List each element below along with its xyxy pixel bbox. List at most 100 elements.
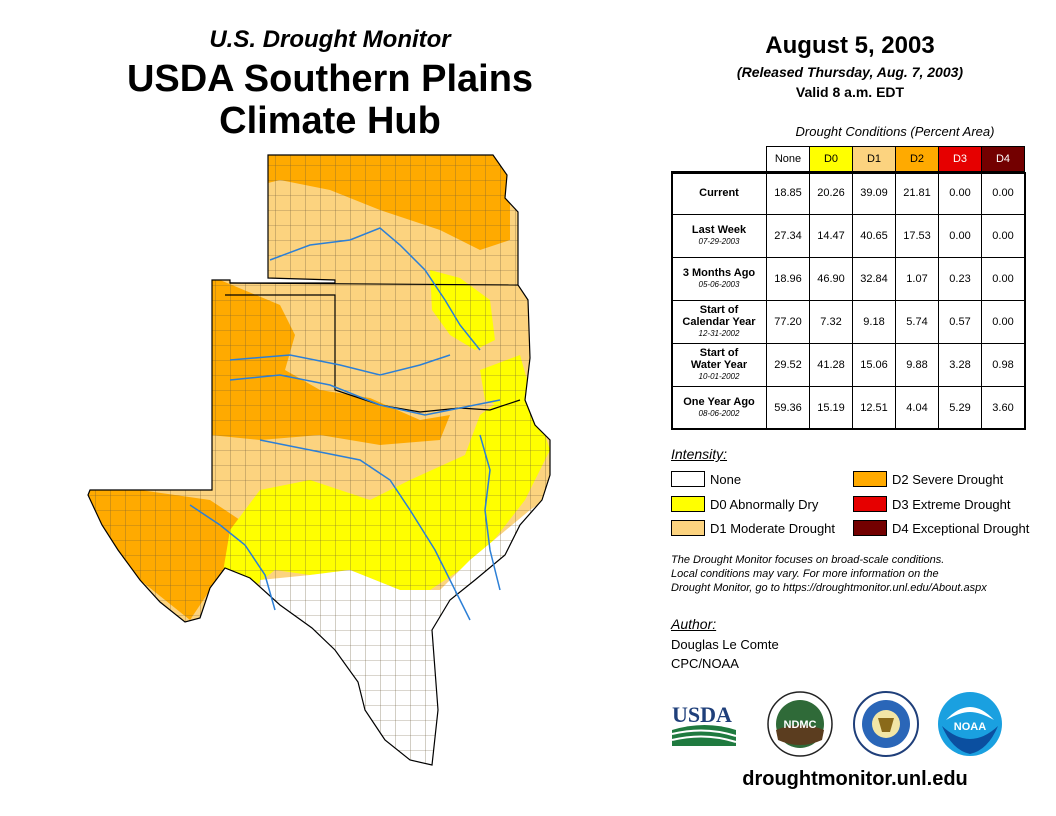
table-cell: 17.53 bbox=[895, 214, 939, 258]
legend-swatch bbox=[671, 520, 705, 536]
legend-item-d3: D3 Extreme Drought bbox=[853, 496, 1011, 512]
table-cell: 41.28 bbox=[809, 343, 853, 387]
table-cell: 0.00 bbox=[938, 171, 982, 215]
table-cell: 4.04 bbox=[895, 386, 939, 430]
date-block: August 5, 2003 (Released Thursday, Aug. … bbox=[690, 32, 1010, 100]
table-cell: 0.98 bbox=[981, 343, 1025, 387]
row-label: Start of Water Year 10-01-2002 bbox=[671, 343, 767, 387]
col-header-d3: D3 bbox=[938, 146, 982, 172]
col-header-none: None bbox=[766, 146, 810, 172]
author-name: Douglas Le Comte bbox=[671, 637, 779, 652]
author-label: Author: bbox=[671, 616, 717, 632]
row-label-date: 05-06-2003 bbox=[698, 280, 740, 289]
table-row: Last Week 07-29-2003 27.34 14.47 40.65 17… bbox=[671, 214, 1025, 258]
table-cell: 39.09 bbox=[852, 171, 896, 215]
legend-swatch bbox=[671, 496, 705, 512]
row-label-text: 3 Months Ago bbox=[682, 267, 756, 279]
site-url[interactable]: droughtmonitor.unl.edu bbox=[742, 768, 968, 790]
row-label-text: Start of Calendar Year bbox=[682, 304, 756, 328]
table-cell: 5.74 bbox=[895, 300, 939, 344]
table-row: Start of Calendar Year 12-31-2002 77.20 7.… bbox=[671, 300, 1025, 344]
col-header-d2: D2 bbox=[895, 146, 939, 172]
table-cell: 15.06 bbox=[852, 343, 896, 387]
table-cell: 14.47 bbox=[809, 214, 853, 258]
legend-swatch bbox=[671, 471, 705, 487]
row-label: 3 Months Ago 05-06-2003 bbox=[671, 257, 767, 301]
valid-time: Valid 8 a.m. EDT bbox=[795, 84, 905, 100]
table-cell: 40.65 bbox=[852, 214, 896, 258]
map-title-block: U.S. Drought Monitor USDA Southern Plain… bbox=[60, 26, 600, 142]
table-row: 3 Months Ago 05-06-2003 18.96 46.90 32.84… bbox=[671, 257, 1025, 301]
map-date: August 5, 2003 bbox=[765, 32, 935, 59]
table-cell: 27.34 bbox=[766, 214, 810, 258]
region-outline bbox=[87, 154, 551, 766]
table-cell: 0.00 bbox=[981, 214, 1025, 258]
oklahoma-texas-border bbox=[225, 294, 521, 413]
drought-conditions-table: None D0 D1 D2 D3 D4 Current 18.85 20.26 … bbox=[671, 146, 1025, 430]
row-label-date: 12-31-2002 bbox=[698, 329, 740, 338]
row-label: One Year Ago 08-06-2002 bbox=[671, 386, 767, 430]
ndmc-logo-text: NDMC bbox=[784, 719, 817, 731]
partner-logos: USDA NDMC NOAA bbox=[671, 691, 1002, 757]
legend-label: D4 Exceptional Drought bbox=[892, 520, 1030, 536]
row-label-text: Current bbox=[699, 187, 739, 199]
table-row: Current 18.85 20.26 39.09 21.81 0.00 0.0… bbox=[671, 171, 1025, 215]
table-cell: 0.57 bbox=[938, 300, 982, 344]
legend-swatch bbox=[853, 496, 887, 512]
table-cell: 0.00 bbox=[981, 171, 1025, 215]
table-cell: 1.07 bbox=[895, 257, 939, 301]
table-cell: 0.00 bbox=[938, 214, 982, 258]
table-cell: 7.32 bbox=[809, 300, 853, 344]
author-org: CPC/NOAA bbox=[671, 656, 739, 671]
table-cell: 20.26 bbox=[809, 171, 853, 215]
note-line: The Drought Monitor focuses on broad-sca… bbox=[671, 554, 945, 566]
kansas-oklahoma-border bbox=[229, 282, 519, 286]
legend-item-d4: D4 Exceptional Drought bbox=[853, 520, 1029, 536]
region-title-line2: Climate Hub bbox=[219, 100, 441, 142]
col-header-d0: D0 bbox=[809, 146, 853, 172]
legend-swatch bbox=[853, 520, 887, 536]
row-label: Current bbox=[671, 171, 767, 215]
col-header-d4: D4 bbox=[981, 146, 1025, 172]
legend-title: Intensity: bbox=[671, 446, 728, 462]
noaa-logo-text: NOAA bbox=[954, 721, 986, 733]
table-corner bbox=[672, 147, 767, 172]
table-caption: Drought Conditions (Percent Area) bbox=[795, 124, 995, 139]
ndmc-logo: NDMC bbox=[767, 691, 833, 757]
legend-item-d2: D2 Severe Drought bbox=[853, 471, 1003, 487]
river-canadian bbox=[229, 354, 451, 376]
legend-label: D2 Severe Drought bbox=[892, 471, 1004, 487]
table-cell: 12.51 bbox=[852, 386, 896, 430]
map-subtitle: U.S. Drought Monitor bbox=[209, 26, 451, 53]
note-line: Drought Monitor, go to https://droughtmo… bbox=[671, 582, 987, 594]
table-row: Start of Water Year 10-01-2002 29.52 41.28… bbox=[671, 343, 1025, 387]
disclaimer-note: The Drought Monitor focuses on broad-sca… bbox=[671, 553, 1041, 595]
legend-label: D1 Moderate Drought bbox=[710, 520, 836, 536]
row-label-text: Last Week bbox=[691, 224, 747, 236]
legend-label: None bbox=[710, 471, 742, 487]
noaa-logo: NOAA bbox=[938, 692, 1002, 756]
table-cell: 77.20 bbox=[766, 300, 810, 344]
table-cell: 15.19 bbox=[809, 386, 853, 430]
table-cell: 59.36 bbox=[766, 386, 810, 430]
river-arkansas bbox=[269, 227, 481, 351]
row-label: Start of Calendar Year 12-31-2002 bbox=[671, 300, 767, 344]
usda-logo-text: USDA bbox=[672, 702, 732, 727]
row-label-date: 08-06-2002 bbox=[698, 409, 740, 418]
table-cell: 0.00 bbox=[981, 300, 1025, 344]
row-label-date: 07-29-2003 bbox=[698, 237, 740, 246]
legend-item-none: None bbox=[671, 471, 741, 487]
usda-logo: USDA bbox=[671, 702, 737, 746]
table-cell: 32.84 bbox=[852, 257, 896, 301]
table-cell: 9.88 bbox=[895, 343, 939, 387]
row-label: Last Week 07-29-2003 bbox=[671, 214, 767, 258]
river-pecos bbox=[189, 504, 276, 611]
table-cell: 0.00 bbox=[981, 257, 1025, 301]
legend-swatch bbox=[853, 471, 887, 487]
river-trinity bbox=[479, 434, 501, 591]
col-header-d1: D1 bbox=[852, 146, 896, 172]
table-cell: 3.60 bbox=[981, 386, 1025, 430]
region-title-line1: USDA Southern Plains bbox=[126, 58, 534, 100]
table-cell: 21.81 bbox=[895, 171, 939, 215]
table-cell: 46.90 bbox=[809, 257, 853, 301]
